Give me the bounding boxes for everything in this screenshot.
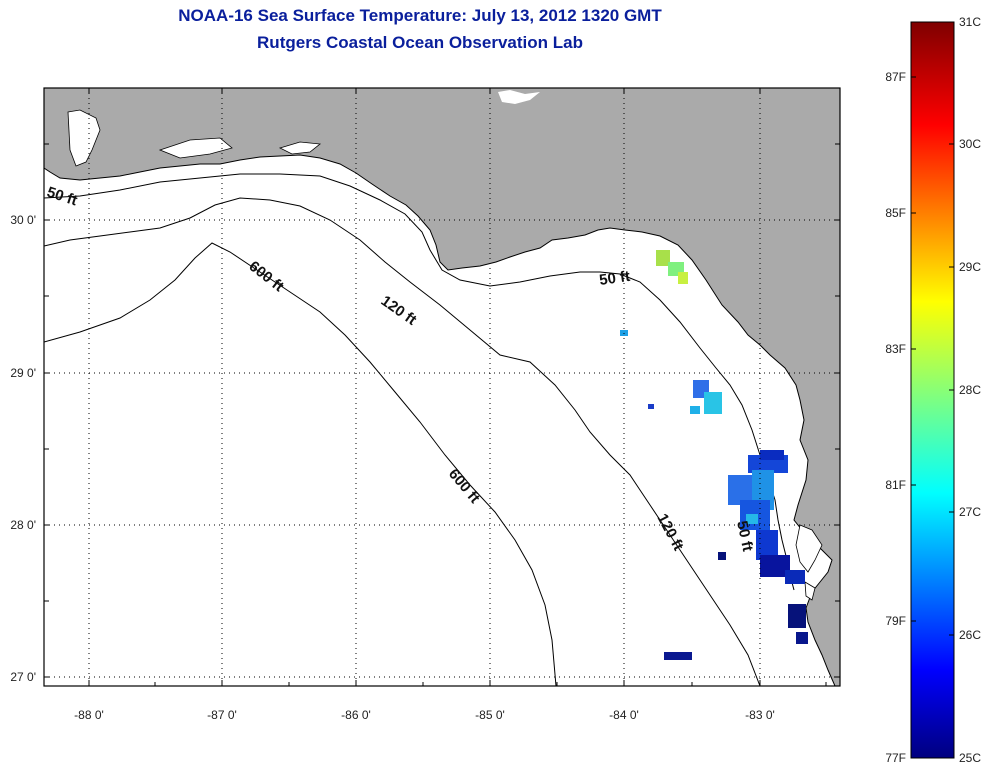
colorbar-f-label: 81F — [885, 478, 906, 492]
colorbar-f-label: 83F — [885, 342, 906, 356]
lat-label: 29 0' — [10, 366, 36, 380]
lat-label: 30 0' — [10, 213, 36, 227]
lon-label: -85 0' — [475, 708, 505, 722]
contour-label: 50 ft — [733, 519, 756, 553]
colorbar-c-label: 28C — [959, 383, 981, 397]
lon-label: -83 0' — [745, 708, 775, 722]
colorbar-c-label: 29C — [959, 260, 981, 274]
lon-label: -87 0' — [207, 708, 237, 722]
colorbar-f-label: 85F — [885, 206, 906, 220]
colorbar — [910, 21, 955, 759]
lon-label: -86 0' — [341, 708, 371, 722]
lat-label: 28 0' — [10, 518, 36, 532]
colorbar-f-label: 79F — [885, 614, 906, 628]
colorbar-c-label: 31C — [959, 15, 981, 29]
colorbar-f-label: 87F — [885, 70, 906, 84]
colorbar-ticks — [911, 76, 954, 636]
colorbar-c-label: 25C — [959, 751, 981, 765]
map-title: NOAA-16 Sea Surface Temperature: July 13… — [178, 6, 662, 25]
lat-label: 27 0' — [10, 670, 36, 684]
lon-label: -84 0' — [609, 708, 639, 722]
map-frame — [43, 87, 841, 687]
land-area — [44, 88, 840, 686]
colorbar-f-label: 77F — [885, 751, 906, 765]
colorbar-c-label: 26C — [959, 628, 981, 642]
sst-pixels — [620, 250, 808, 660]
lon-label: -88 0' — [74, 708, 104, 722]
colorbar-c-label: 30C — [959, 137, 981, 151]
colorbar-c-label: 27C — [959, 505, 981, 519]
axis-ticks — [44, 88, 840, 686]
contour-label: 50 ft — [598, 268, 631, 289]
map-subtitle: Rutgers Coastal Ocean Observation Lab — [257, 33, 583, 52]
